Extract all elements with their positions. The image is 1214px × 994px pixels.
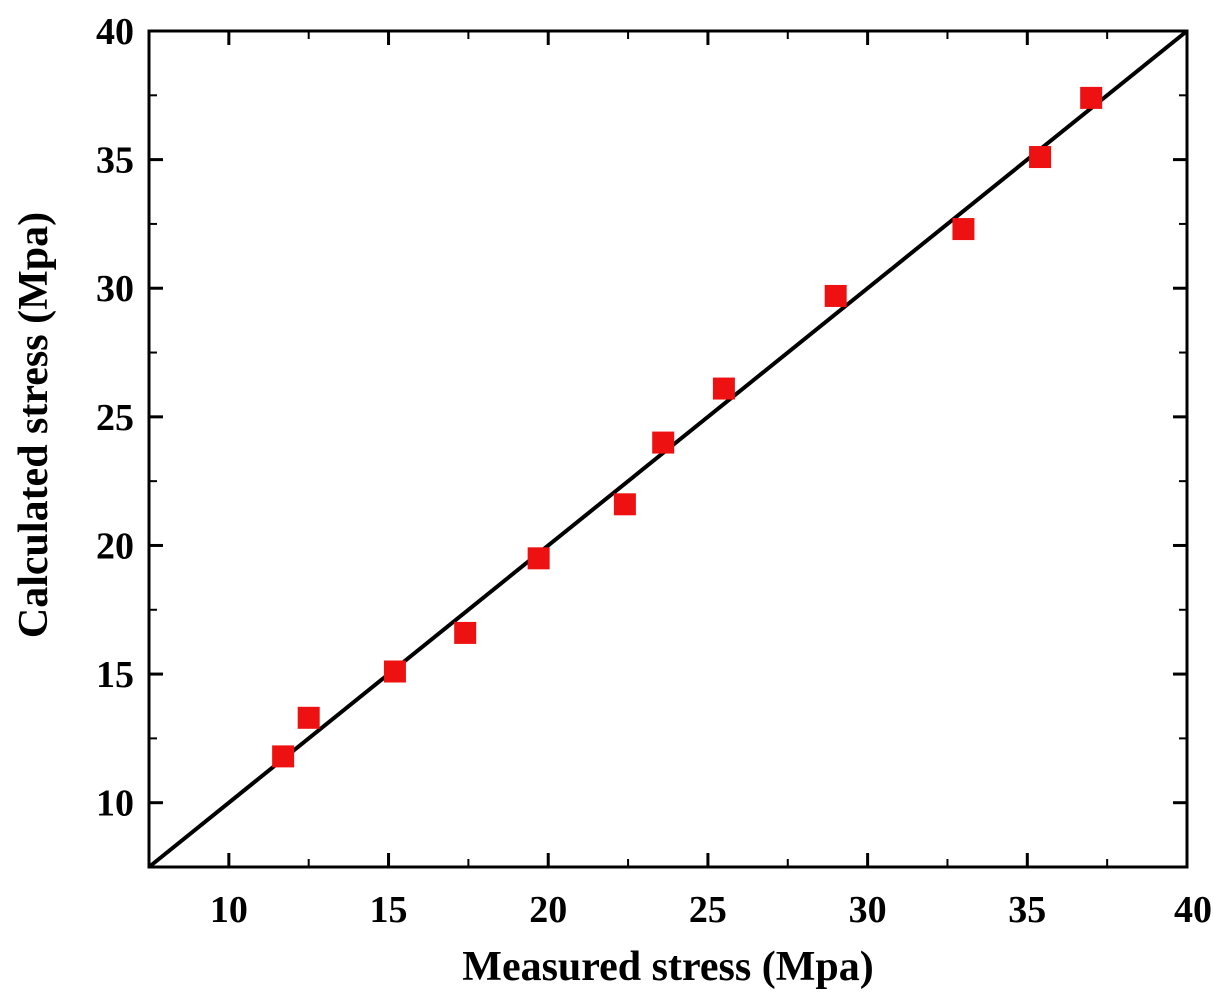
x-tick-label-30: 30 — [849, 889, 887, 931]
x-tick-label-10: 10 — [210, 889, 248, 931]
x-tick-label-15: 15 — [370, 889, 408, 931]
data-point-10 — [952, 218, 975, 241]
y-axis-title: Calculated stress (Mpa) — [11, 212, 57, 638]
x-tick-label-20: 20 — [529, 889, 567, 931]
x-axis-title: Measured stress (Mpa) — [462, 944, 873, 990]
data-point-3 — [383, 660, 406, 683]
data-point-7 — [652, 431, 675, 454]
x-tick-labels: 10 15 20 25 30 35 40 — [210, 889, 1212, 931]
y-tick-label-35: 35 — [96, 140, 134, 182]
y-tick-label-40: 40 — [96, 11, 134, 53]
y-tick-label-15: 15 — [96, 654, 134, 696]
ticks-layer — [149, 29, 1189, 867]
data-point-5 — [527, 547, 550, 570]
y-tick-labels: 10 15 20 25 30 35 40 — [96, 11, 134, 825]
data-point-2 — [297, 706, 320, 729]
plot-frame — [147, 29, 1189, 869]
y-tick-label-25: 25 — [96, 397, 134, 439]
y-tick-label-20: 20 — [96, 525, 134, 567]
data-point-1 — [272, 745, 295, 768]
data-point-8 — [712, 377, 735, 400]
data-point-6 — [613, 493, 636, 516]
data-points-layer — [272, 86, 1103, 768]
x-tick-label-40: 40 — [1174, 889, 1212, 931]
data-point-9 — [824, 284, 847, 307]
data-point-12 — [1080, 86, 1103, 109]
x-tick-label-25: 25 — [689, 889, 727, 931]
y-tick-label-30: 30 — [96, 268, 134, 310]
x-tick-label-35: 35 — [1008, 889, 1046, 931]
data-point-4 — [454, 621, 477, 644]
y-tick-label-10: 10 — [96, 783, 134, 825]
data-point-11 — [1029, 146, 1052, 169]
